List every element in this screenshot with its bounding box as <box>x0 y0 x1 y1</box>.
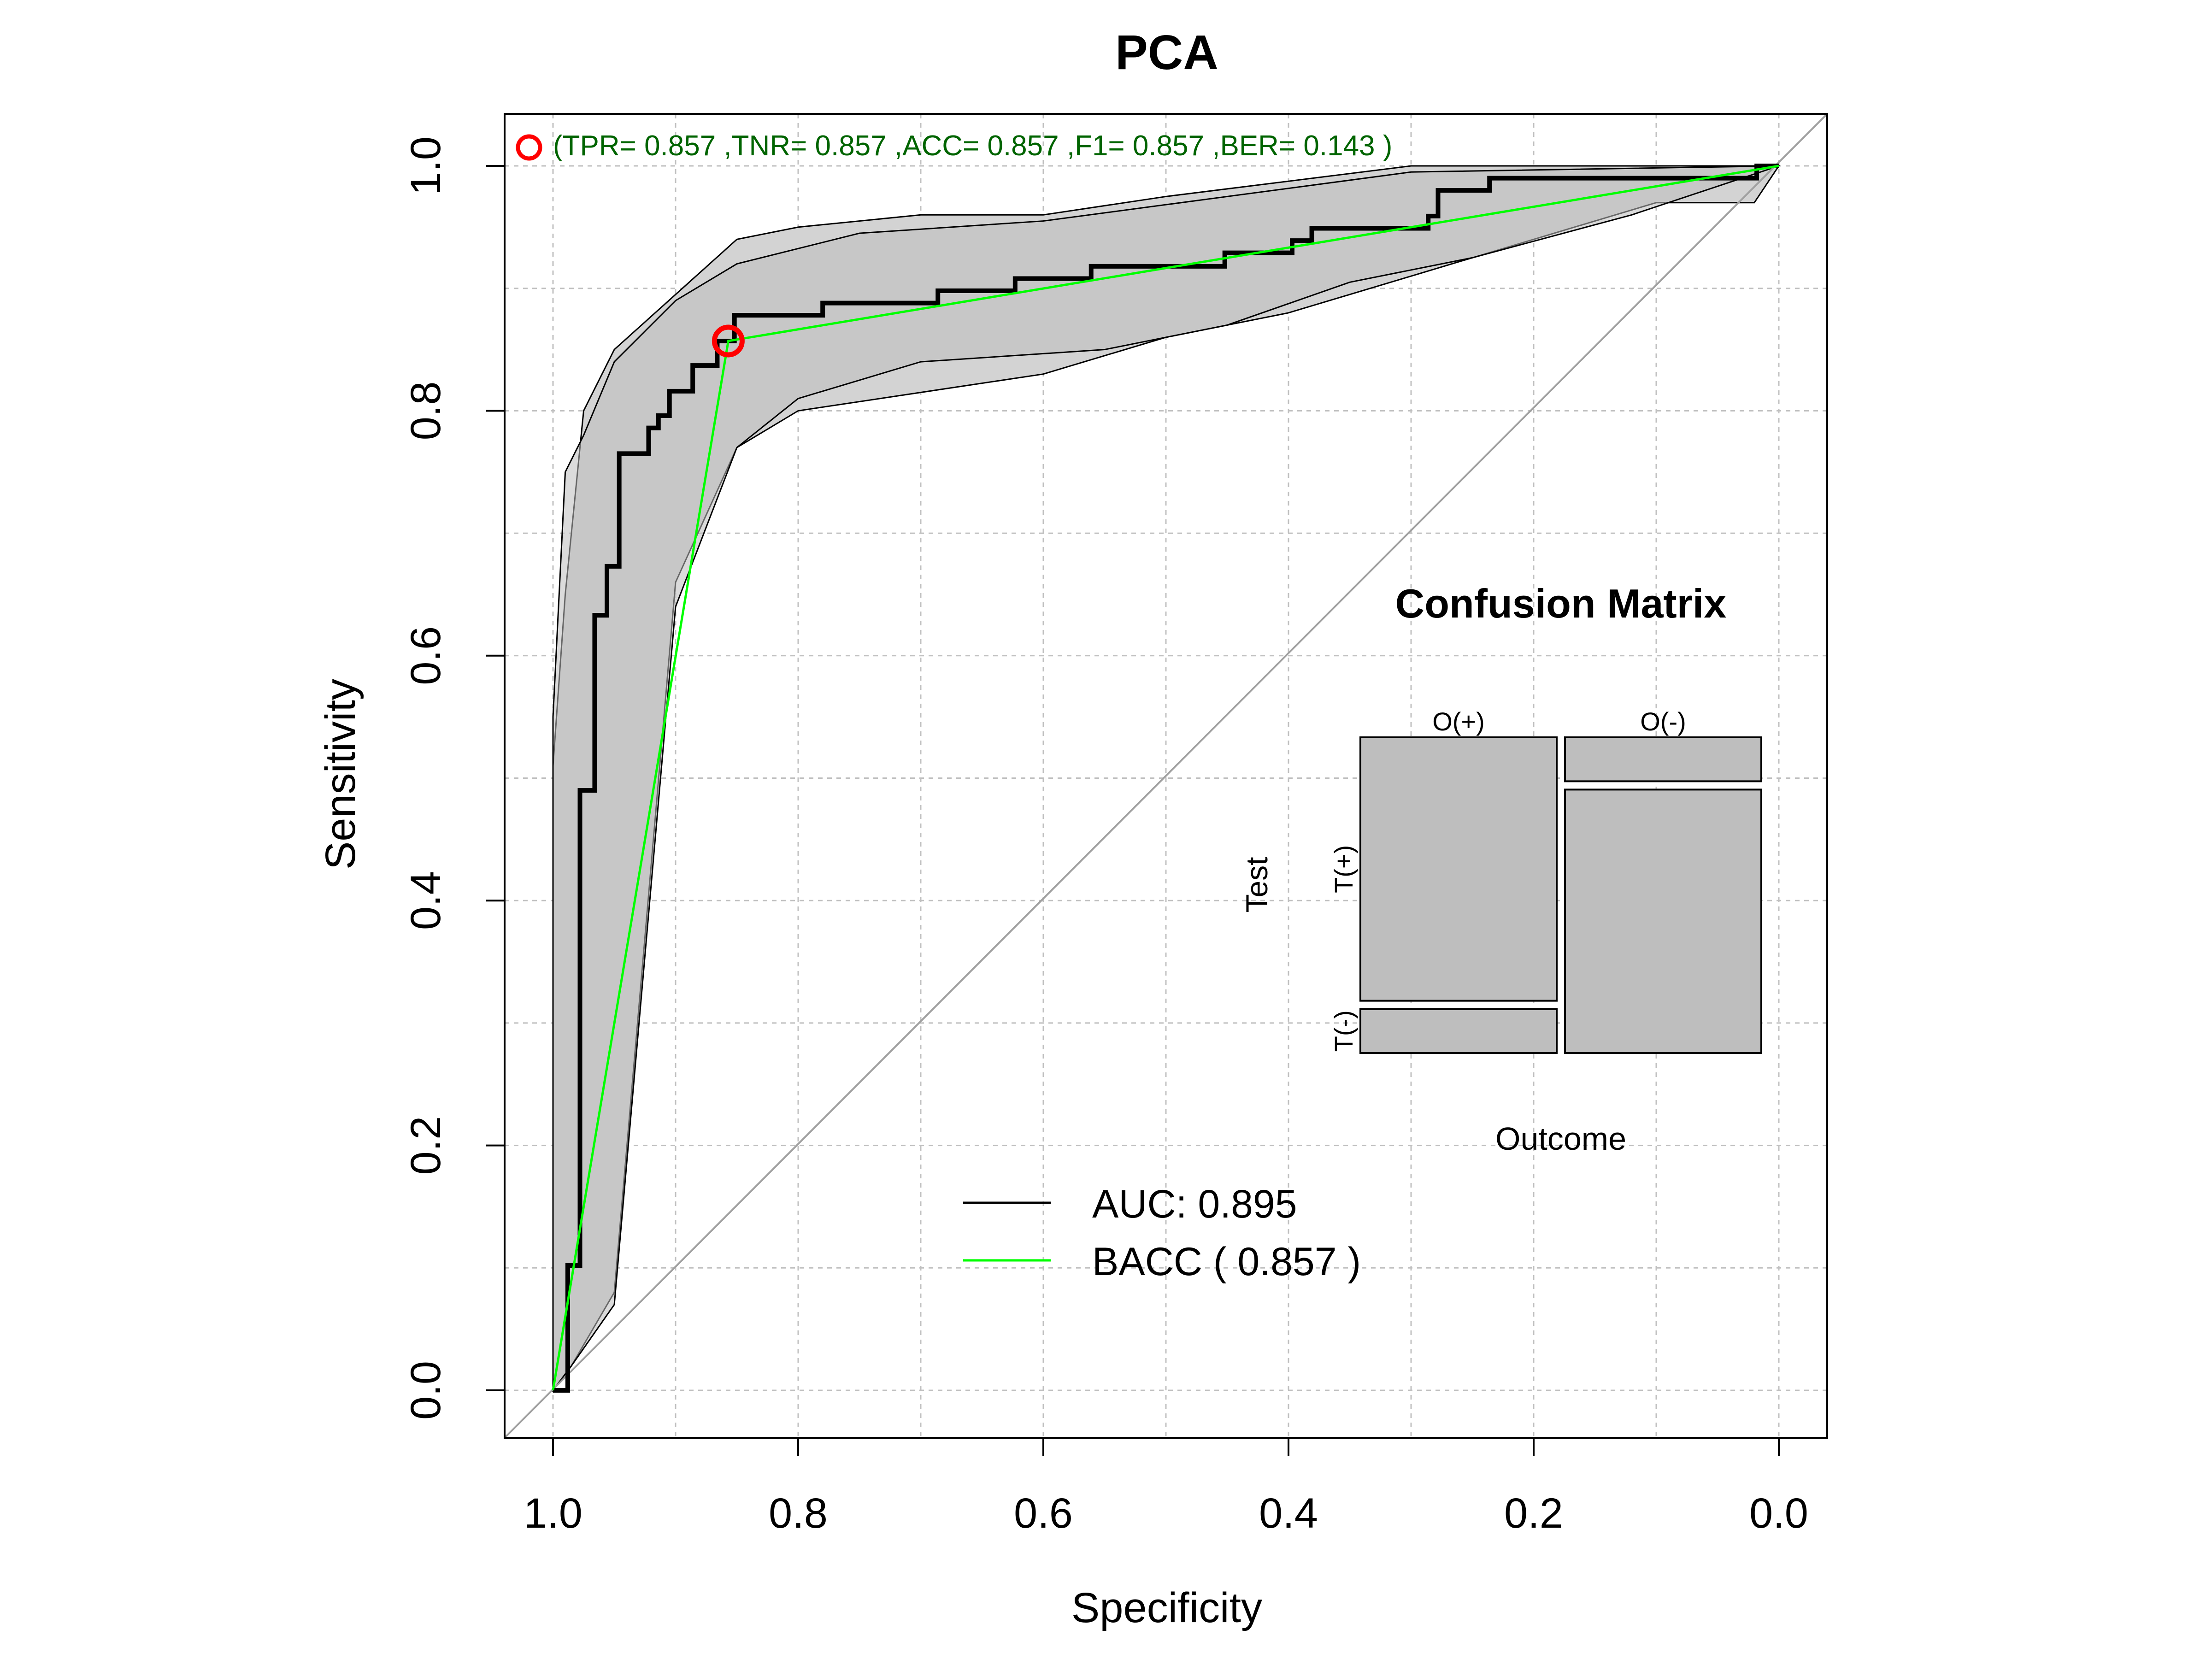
cm-row-label-neg: T(-) <box>1329 1010 1358 1052</box>
confusion-matrix: Confusion Matrix O(+) O(-) T(+) T(-) Test Outc… <box>1240 581 1762 1157</box>
series-lines <box>504 113 1828 1439</box>
x-tick-label: 0.0 <box>1749 1490 1808 1537</box>
cm-cell-false-positive <box>1564 736 1762 782</box>
cm-cell-true-positive <box>1359 736 1558 1002</box>
threshold-annotation: (TPR= 0.857 ,TNR= 0.857 ,ACC= 0.857 ,F1=… <box>553 130 1392 162</box>
y-axis-label: Sensitivity <box>317 679 364 870</box>
x-tick-label: 0.6 <box>1014 1490 1073 1537</box>
x-tick-label: 0.2 <box>1504 1490 1563 1537</box>
cm-col-label-pos: O(+) <box>1432 707 1485 736</box>
x-tick-label: 1.0 <box>524 1490 582 1537</box>
roc-curve <box>553 164 1779 1393</box>
x-axis-label: Specificity <box>1071 1584 1262 1631</box>
bacc-line <box>552 165 1779 1391</box>
y-tick-label: 0.0 <box>402 1361 449 1420</box>
legend-label-bacc: BACC ( 0.857 ) <box>1092 1240 1361 1284</box>
optimal-threshold-marker <box>712 324 745 358</box>
x-tick-label: 0.4 <box>1259 1490 1318 1537</box>
y-tick-label: 0.6 <box>402 626 449 685</box>
cm-row-label-pos: T(+) <box>1329 845 1358 893</box>
cm-title: Confusion Matrix <box>1395 581 1727 626</box>
y-tick-label: 1.0 <box>402 136 449 195</box>
chart-title: PCA <box>1115 25 1218 80</box>
legend-label-auc: AUC: 0.895 <box>1092 1182 1297 1226</box>
chance-diagonal <box>504 113 1828 1439</box>
y-tick-label: 0.4 <box>402 871 449 930</box>
y-tick-label: 0.8 <box>402 381 449 440</box>
plot-frame <box>504 113 1828 1439</box>
cm-row-axis-label: Test <box>1240 857 1274 912</box>
x-tick-label: 0.8 <box>769 1490 828 1537</box>
legend: AUC: 0.895 BACC ( 0.857 ) <box>963 1182 1361 1284</box>
cm-cell-false-negative <box>1359 1008 1558 1054</box>
cm-col-label-neg: O(-) <box>1640 707 1686 736</box>
y-tick-label: 0.2 <box>402 1116 449 1175</box>
cm-col-axis-label: Outcome <box>1495 1121 1626 1157</box>
cm-cell-true-negative <box>1564 788 1762 1054</box>
annotation-marker <box>516 134 542 161</box>
axes: 1.0 0.8 0.6 0.4 0.2 0.0 0.0 0.2 0.4 0.6 0.8 1.0 <box>402 113 1828 1537</box>
